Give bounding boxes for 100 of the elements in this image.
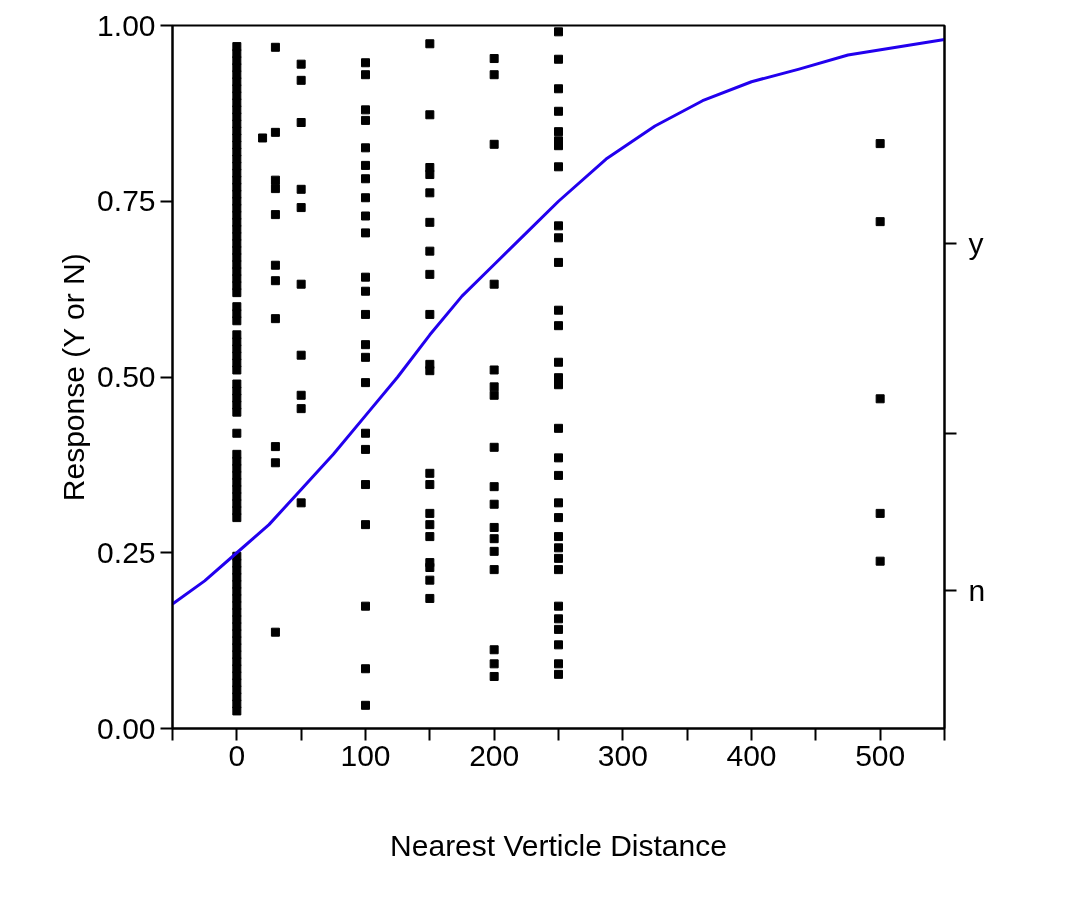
point xyxy=(489,659,499,669)
point xyxy=(554,357,563,367)
point xyxy=(425,110,435,120)
point xyxy=(425,520,435,530)
y-tick-label: 0.50 xyxy=(97,360,156,393)
point xyxy=(489,382,499,392)
point xyxy=(489,390,499,400)
y-tick-label: 0.75 xyxy=(97,184,156,218)
point xyxy=(489,70,499,80)
point xyxy=(554,54,563,64)
x-tick-label: 100 xyxy=(340,738,391,772)
point xyxy=(296,75,306,85)
point xyxy=(875,139,885,149)
point xyxy=(425,309,435,319)
point xyxy=(554,470,563,480)
point xyxy=(489,365,499,375)
point xyxy=(425,593,435,603)
point xyxy=(361,272,370,282)
point xyxy=(425,39,435,49)
point xyxy=(425,508,435,518)
y-tick-label: 0.25 xyxy=(97,535,156,569)
point xyxy=(361,105,370,115)
point xyxy=(270,627,280,637)
point xyxy=(270,175,280,185)
point xyxy=(361,480,370,490)
text: y xyxy=(968,226,984,260)
point xyxy=(361,174,370,184)
point xyxy=(554,453,563,463)
x-tick-label: 0 xyxy=(228,738,246,772)
point xyxy=(296,498,306,508)
point xyxy=(489,671,499,681)
point xyxy=(489,546,499,556)
point xyxy=(361,143,370,153)
point xyxy=(554,257,563,267)
point xyxy=(270,458,280,468)
point xyxy=(489,565,499,575)
x-tick-label: 500 xyxy=(855,738,906,772)
point xyxy=(361,520,370,530)
point xyxy=(554,162,563,172)
point xyxy=(489,139,499,149)
point xyxy=(361,378,370,388)
point xyxy=(554,84,563,94)
point xyxy=(554,565,563,575)
point xyxy=(554,127,563,137)
point xyxy=(554,106,563,116)
point xyxy=(554,513,563,523)
point xyxy=(489,645,499,655)
point xyxy=(425,575,435,585)
point xyxy=(489,499,499,509)
point xyxy=(270,276,280,286)
point xyxy=(361,160,370,170)
point xyxy=(270,184,280,194)
point xyxy=(425,480,435,490)
point xyxy=(875,217,885,227)
point xyxy=(361,664,370,674)
point xyxy=(425,188,435,198)
point xyxy=(361,115,370,125)
point xyxy=(875,508,885,518)
x-tick-label: 300 xyxy=(597,738,648,772)
point xyxy=(296,279,306,289)
point xyxy=(258,133,268,143)
point xyxy=(554,221,563,231)
point xyxy=(425,246,435,256)
point xyxy=(425,217,435,227)
point xyxy=(296,203,306,213)
point xyxy=(361,340,370,350)
point xyxy=(361,444,370,454)
point xyxy=(361,601,370,611)
point xyxy=(270,127,280,137)
point xyxy=(425,366,435,376)
point xyxy=(554,305,563,315)
point xyxy=(296,350,306,360)
y-tick-label: 1.00 xyxy=(97,8,156,42)
point xyxy=(425,532,435,542)
point xyxy=(554,532,563,542)
point xyxy=(875,556,885,566)
point xyxy=(296,390,306,400)
point xyxy=(361,700,370,710)
point xyxy=(425,563,435,573)
point xyxy=(489,279,499,289)
point xyxy=(554,321,563,331)
point xyxy=(554,624,563,634)
point xyxy=(554,543,563,553)
text: n xyxy=(968,574,986,608)
x-tick-label: 400 xyxy=(726,738,777,772)
x-axis-title: Nearest Verticle Distance xyxy=(390,828,727,862)
point xyxy=(554,601,563,611)
point xyxy=(361,286,370,296)
point xyxy=(554,614,563,624)
point xyxy=(489,442,499,452)
point xyxy=(425,269,435,279)
point xyxy=(554,423,563,433)
point xyxy=(361,70,370,80)
point xyxy=(554,640,563,650)
point xyxy=(554,498,563,508)
point xyxy=(425,468,435,478)
point xyxy=(361,193,370,203)
point xyxy=(554,233,563,243)
point xyxy=(361,309,370,319)
point xyxy=(489,482,499,492)
